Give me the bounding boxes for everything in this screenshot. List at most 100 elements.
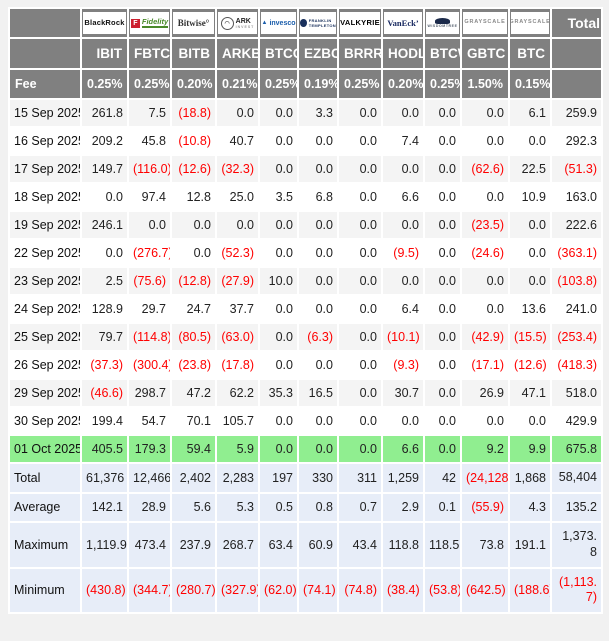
flow-value-cell: 0.0	[460, 266, 510, 296]
flow-value-cell: 25.0	[215, 182, 260, 212]
flow-value-cell: 62.2	[215, 378, 260, 408]
blackrock-logo: BlackRock	[83, 12, 126, 34]
flow-value-cell: 0.0	[508, 210, 552, 240]
flow-value-cell: 0.0	[460, 182, 510, 212]
flow-value-cell: 199.4	[80, 406, 129, 436]
flow-value-cell: 0.0	[423, 126, 462, 156]
corner-cell	[8, 7, 82, 39]
row-total-cell: 241.0	[550, 294, 603, 324]
provider-logo-cell: GRAYSCALE	[508, 7, 552, 39]
flow-value-cell: (12.6)	[508, 350, 552, 380]
flow-value-cell: 47.2	[170, 378, 217, 408]
table-body: 15 Sep 2025 261.8 7.5 (18.8) 0.0 0.0 3.3 0.0 0.0…	[8, 98, 603, 614]
date-cell: 29 Sep 2025	[8, 378, 82, 408]
flow-value-cell: 0.0	[337, 266, 383, 296]
date-cell: 17 Sep 2025	[8, 154, 82, 184]
flow-value-cell: 70.1	[170, 406, 217, 436]
summary-value-cell: (55.9)	[460, 491, 510, 524]
flow-value-cell: 0.0	[297, 126, 339, 156]
table-row: 15 Sep 2025 261.8 7.5 (18.8) 0.0 0.0 3.3 0.0 0.0…	[8, 98, 603, 128]
flow-value-cell: 0.0	[423, 154, 462, 184]
flow-value-cell: 405.5	[80, 434, 129, 464]
table-row: 26 Sep 2025 (37.3) (300.4) (23.8) (17.8) 0.0 0…	[8, 350, 603, 380]
table-row: 24 Sep 2025 128.9 29.7 24.7 37.7 0.0 0.0 0.0 6.4…	[8, 294, 603, 324]
row-total-cell: 429.9	[550, 406, 603, 436]
flow-value-cell: 0.0	[170, 238, 217, 268]
flow-value-cell: (37.3)	[80, 350, 129, 380]
summary-row-average: Average 142.1 28.9 5.6 5.3 0.5 0.8 0.7 2.9 0.1 (55…	[8, 491, 603, 524]
table-row: 18 Sep 2025 0.0 97.4 12.8 25.0 3.5 6.8 0.0 6.6 0.…	[8, 182, 603, 212]
provider-logo-cell: FRANKLIN TEMPLETON	[297, 7, 339, 39]
flow-value-cell: (10.1)	[381, 322, 425, 352]
summary-value-cell: 2,283	[215, 462, 260, 494]
bitwise-logo: Bitwise°	[173, 12, 214, 34]
flow-value-cell: 0.0	[337, 434, 383, 464]
flow-value-cell: 0.0	[258, 434, 299, 464]
flow-value-cell: 13.6	[508, 294, 552, 324]
date-cell: 22 Sep 2025	[8, 238, 82, 268]
summary-value-cell: 28.9	[127, 491, 172, 524]
flow-value-cell: 0.0	[258, 154, 299, 184]
ticker-btc: BTC	[508, 37, 552, 70]
flow-value-cell: 0.0	[508, 238, 552, 268]
flow-value-cell: 0.0	[127, 210, 172, 240]
flow-value-cell: (80.5)	[170, 322, 217, 352]
flow-value-cell: 128.9	[80, 294, 129, 324]
summary-value-cell: (74.1)	[297, 566, 339, 614]
summary-value-cell: (430.8)	[80, 566, 129, 614]
provider-logo-cell: F Fidelity	[127, 7, 172, 39]
flow-value-cell: 0.0	[381, 98, 425, 128]
date-cell: 26 Sep 2025	[8, 350, 82, 380]
fee-gbtc: 1.50%	[460, 68, 510, 100]
flow-value-cell: 0.0	[423, 182, 462, 212]
flow-value-cell: 79.7	[80, 322, 129, 352]
summary-value-cell: (38.4)	[381, 566, 425, 614]
flow-value-cell: 0.0	[258, 238, 299, 268]
flow-value-cell: (276.7)	[127, 238, 172, 268]
table-header: BlackRock F Fidelity Bitwise° ◠ ARK INVEST ▲ inv…	[8, 7, 603, 100]
table-row: 19 Sep 2025 246.1 0.0 0.0 0.0 0.0 0.0 0.0 0.0 0.0…	[8, 210, 603, 240]
flow-value-cell: 6.6	[381, 182, 425, 212]
flow-value-cell: (17.8)	[215, 350, 260, 380]
flow-value-cell: 45.8	[127, 126, 172, 156]
flow-value-cell: 6.6	[381, 434, 425, 464]
flow-value-cell: 298.7	[127, 378, 172, 408]
flow-value-cell: 0.0	[80, 238, 129, 268]
flow-value-cell: 0.0	[423, 238, 462, 268]
flow-value-cell: (32.3)	[215, 154, 260, 184]
flow-value-cell: 105.7	[215, 406, 260, 436]
flow-value-cell: 59.4	[170, 434, 217, 464]
summary-value-cell: 268.7	[215, 521, 260, 569]
flow-value-cell: 0.0	[460, 406, 510, 436]
summary-total-cell: 135.2	[550, 491, 603, 524]
flow-value-cell: (62.6)	[460, 154, 510, 184]
summary-value-cell: 4.3	[508, 491, 552, 524]
total-column-header: Total	[550, 7, 603, 39]
summary-value-cell: 0.1	[423, 491, 462, 524]
flow-value-cell: 0.0	[337, 154, 383, 184]
summary-total-cell: 1,373.8	[550, 521, 603, 569]
franklin-bust-icon	[300, 19, 307, 27]
flow-value-cell: 0.0	[297, 350, 339, 380]
flow-value-cell: (46.6)	[80, 378, 129, 408]
row-total-cell: (418.3)	[550, 350, 603, 380]
flow-value-cell: 0.0	[337, 322, 383, 352]
summary-value-cell: 43.4	[337, 521, 383, 569]
flow-value-cell: 24.7	[170, 294, 217, 324]
invesco-triangle-icon: ▲	[261, 20, 268, 26]
flow-value-cell: 0.0	[297, 266, 339, 296]
table-row: 30 Sep 2025 199.4 54.7 70.1 105.7 0.0 0.0 0.0 0.…	[8, 406, 603, 436]
flow-value-cell: 29.7	[127, 294, 172, 324]
flow-value-cell: 40.7	[215, 126, 260, 156]
flow-value-cell: 0.0	[170, 210, 217, 240]
ticker-fbtc: FBTC	[127, 37, 172, 70]
flow-value-cell: 261.8	[80, 98, 129, 128]
flow-value-cell: 9.9	[508, 434, 552, 464]
flow-value-cell: (300.4)	[127, 350, 172, 380]
date-cell: 25 Sep 2025	[8, 322, 82, 352]
flow-value-cell: 0.0	[337, 350, 383, 380]
flow-value-cell: 0.0	[337, 126, 383, 156]
date-cell: 01 Oct 2025	[8, 434, 82, 464]
summary-value-cell: (280.7)	[170, 566, 217, 614]
flow-value-cell: 0.0	[337, 182, 383, 212]
